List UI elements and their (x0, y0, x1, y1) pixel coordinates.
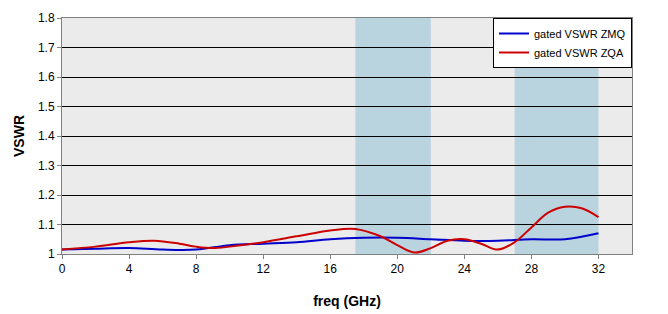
svg-text:VSWR: VSWR (11, 115, 27, 157)
svg-text:1: 1 (48, 247, 55, 261)
svg-text:1.4: 1.4 (38, 129, 55, 143)
svg-text:4: 4 (126, 262, 133, 276)
svg-text:20: 20 (391, 262, 405, 276)
svg-text:freq (GHz): freq (GHz) (313, 293, 381, 309)
svg-text:1.7: 1.7 (38, 41, 55, 55)
svg-text:1.5: 1.5 (38, 100, 55, 114)
svg-text:0: 0 (59, 262, 66, 276)
svg-text:1.2: 1.2 (38, 188, 55, 202)
svg-text:gated VSWR ZMQ: gated VSWR ZMQ (534, 28, 626, 40)
svg-text:1.1: 1.1 (38, 218, 55, 232)
svg-text:32: 32 (592, 262, 606, 276)
svg-text:16: 16 (324, 262, 338, 276)
svg-text:gated VSWR ZQA: gated VSWR ZQA (534, 47, 624, 59)
svg-text:8: 8 (193, 262, 200, 276)
svg-text:1.8: 1.8 (38, 11, 55, 25)
svg-text:1.6: 1.6 (38, 70, 55, 84)
svg-text:1.3: 1.3 (38, 159, 55, 173)
svg-text:28: 28 (525, 262, 539, 276)
svg-text:24: 24 (458, 262, 472, 276)
svg-text:12: 12 (257, 262, 271, 276)
